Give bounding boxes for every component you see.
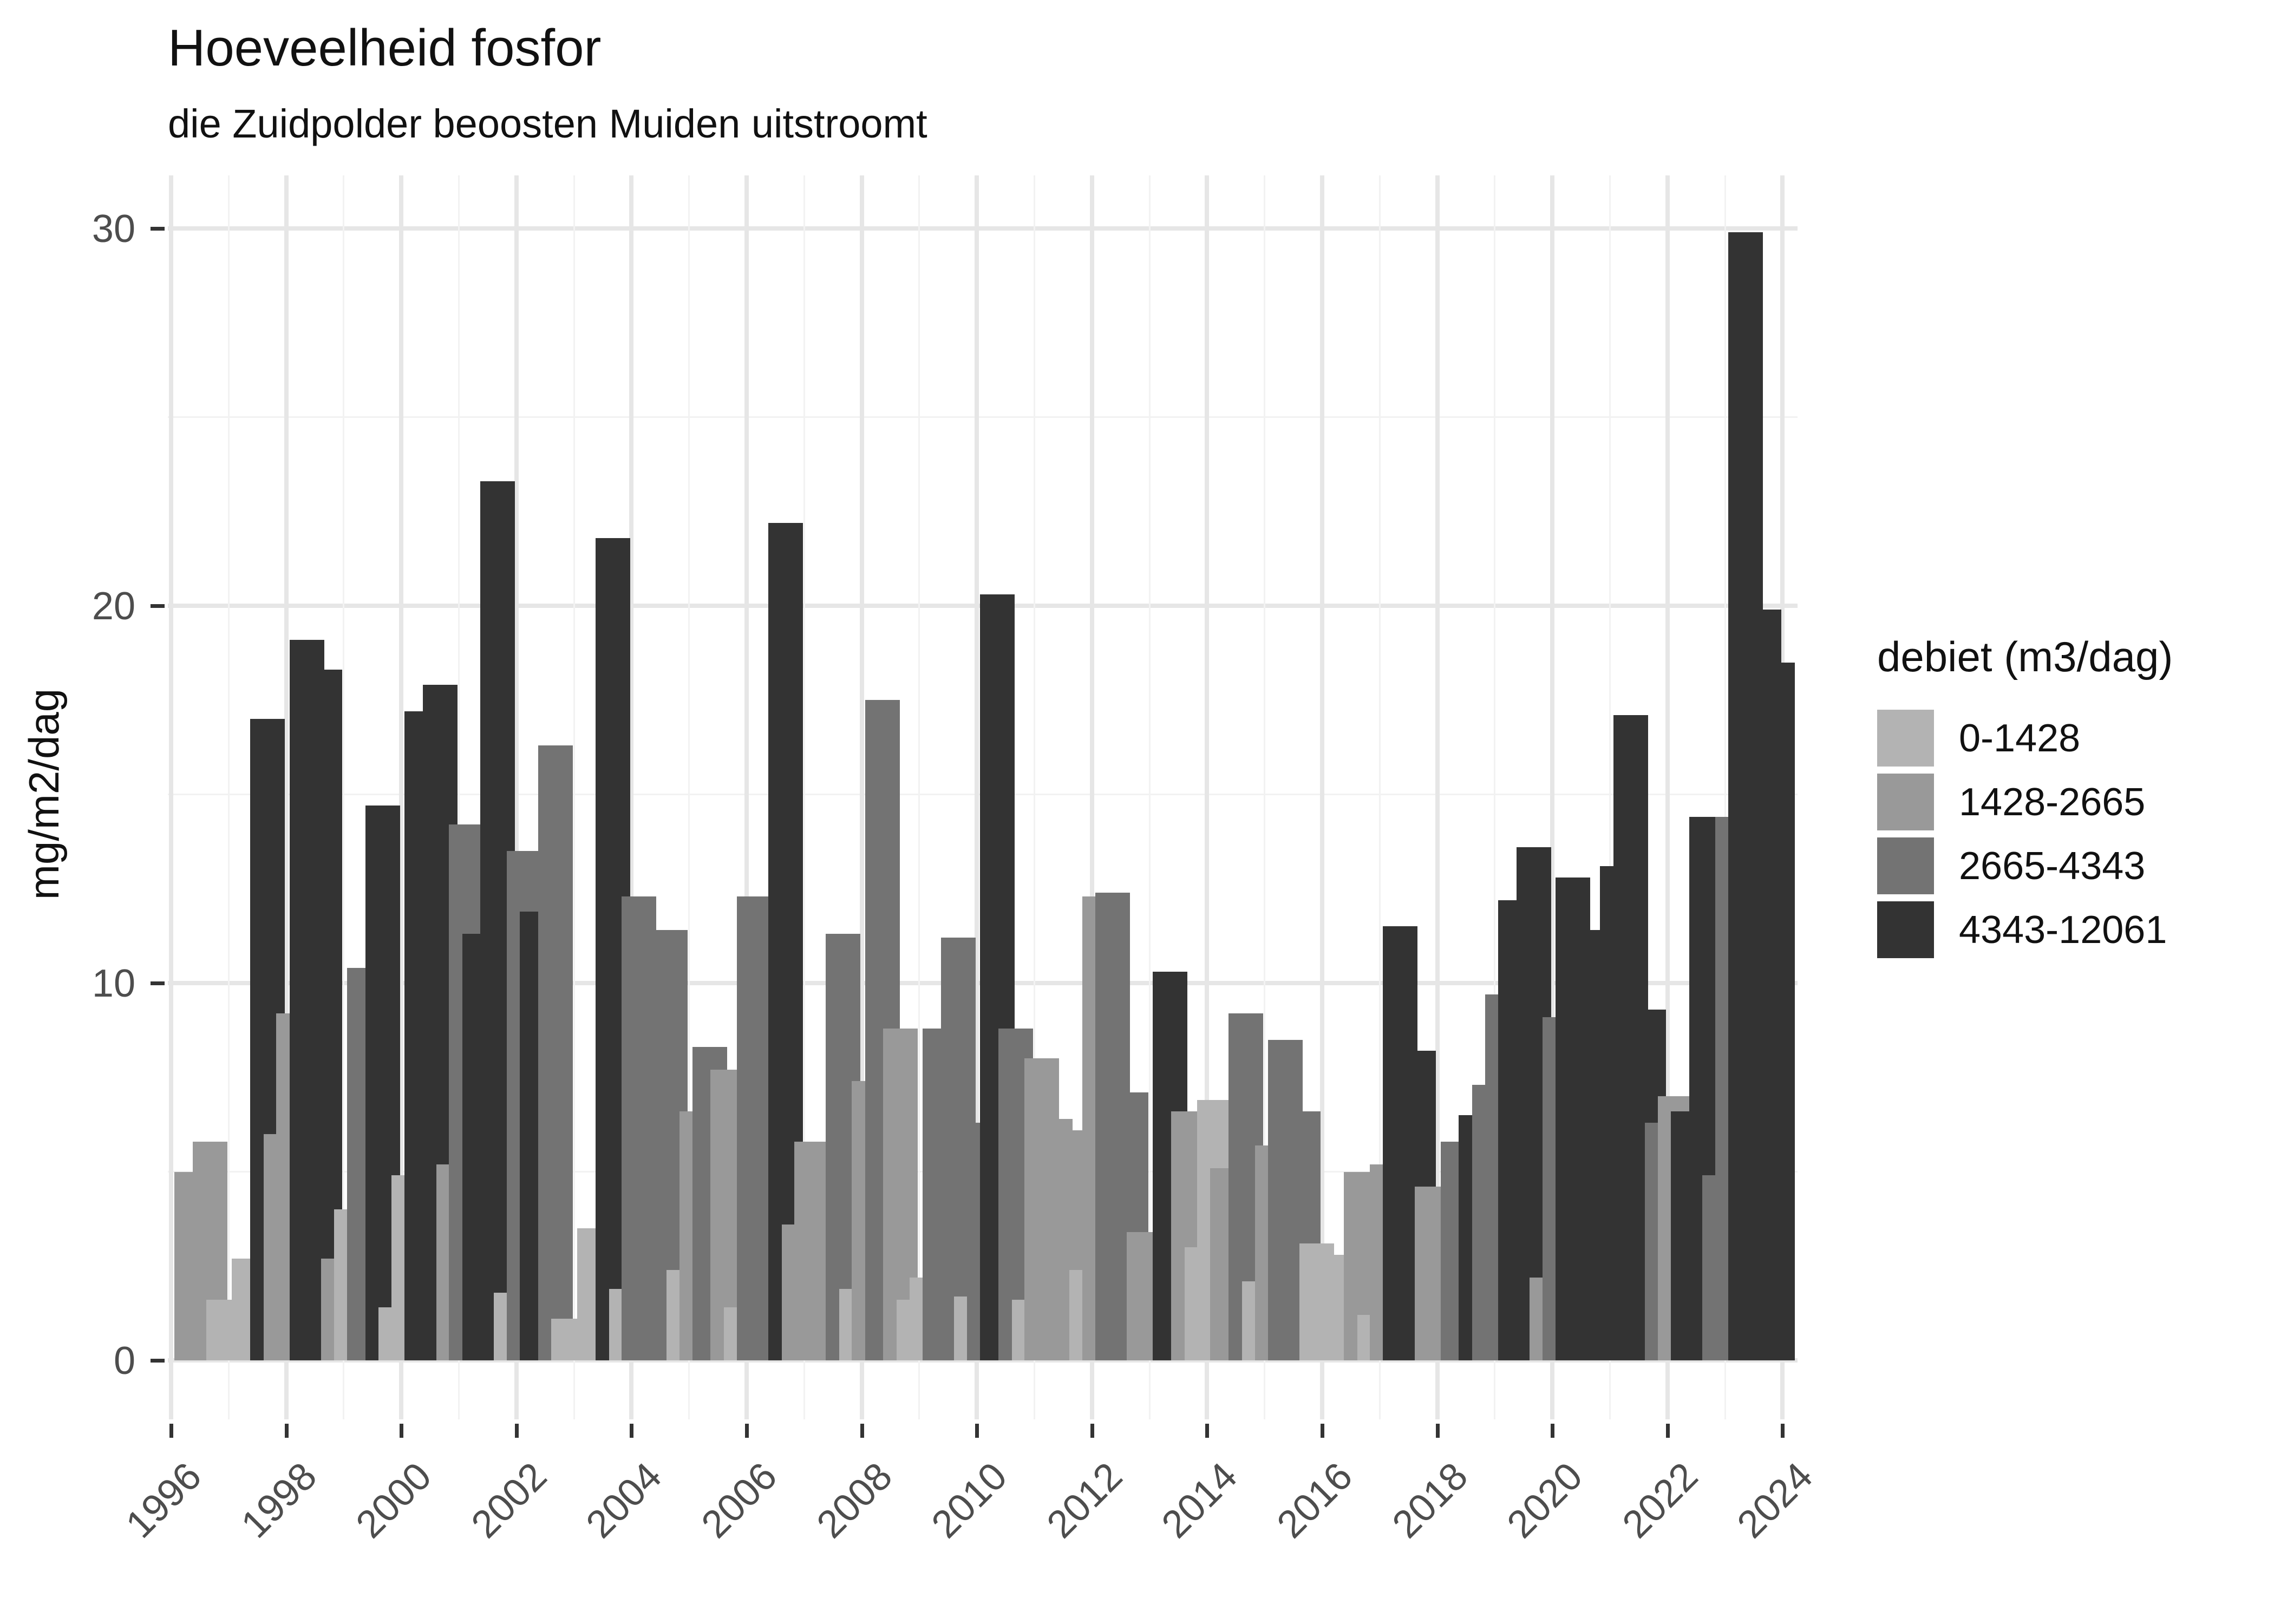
- legend-item: 1428-2665: [1877, 774, 2173, 830]
- legend-item: 2665-4343: [1877, 837, 2173, 894]
- x-minor-gridline: [1378, 175, 1381, 1419]
- x-axis-label: 2006: [693, 1454, 786, 1547]
- x-axis-label: 2024: [1729, 1454, 1821, 1547]
- x-major-gridline: [1320, 175, 1324, 1419]
- legend-title: debiet (m3/dag): [1877, 633, 2173, 680]
- x-major-gridline: [629, 175, 634, 1419]
- x-axis-label: 2020: [1499, 1454, 1591, 1547]
- x-minor-gridline: [1034, 175, 1035, 1419]
- chart-subtitle: die Zuidpolder beoosten Muiden uitstroom…: [168, 101, 927, 146]
- x-minor-gridline: [1609, 175, 1611, 1419]
- x-axis-label: 2012: [1038, 1454, 1131, 1547]
- x-axis-tick: [1435, 1424, 1440, 1438]
- y-axis-label: 20: [92, 585, 135, 628]
- x-axis-tick: [1321, 1424, 1324, 1438]
- x-major-gridline: [1435, 175, 1440, 1419]
- y-axis-label: 0: [113, 1339, 135, 1383]
- x-minor-gridline: [1148, 175, 1151, 1419]
- x-axis-label: 2018: [1384, 1454, 1476, 1547]
- y-axis-tick: [151, 981, 165, 985]
- x-axis-tick: [1090, 1424, 1094, 1438]
- y-axis-label: 10: [92, 962, 135, 1005]
- x-axis-label: 2010: [923, 1454, 1016, 1547]
- x-axis-label: 2008: [808, 1454, 900, 1547]
- x-minor-gridline: [458, 175, 460, 1419]
- bar: [538, 745, 573, 1360]
- x-major-gridline: [744, 175, 749, 1419]
- legend-label: 1428-2665: [1959, 780, 2146, 824]
- y-axis-tick: [151, 1359, 165, 1363]
- y-axis-label: 30: [92, 207, 135, 251]
- y-axis-tick: [151, 604, 165, 608]
- x-axis-label: 2014: [1153, 1454, 1246, 1547]
- legend-swatch: [1877, 901, 1934, 958]
- x-axis-tick: [1781, 1424, 1785, 1438]
- x-major-gridline: [169, 175, 173, 1419]
- x-major-gridline: [399, 175, 404, 1419]
- plot-panel: [168, 175, 1798, 1419]
- x-axis-tick: [745, 1424, 749, 1438]
- x-major-gridline: [859, 175, 864, 1419]
- y-axis-tick: [151, 227, 165, 231]
- x-axis-tick: [860, 1424, 864, 1438]
- x-major-gridline: [514, 175, 519, 1419]
- x-axis-tick: [630, 1424, 634, 1438]
- legend-swatch: [1877, 837, 1934, 894]
- x-major-gridline: [1089, 175, 1094, 1419]
- x-major-gridline: [1205, 175, 1210, 1419]
- x-axis-label: 1996: [117, 1454, 210, 1547]
- x-axis-tick: [400, 1424, 404, 1438]
- x-axis-label: 2016: [1269, 1454, 1361, 1547]
- legend: debiet (m3/dag) 0-1428 1428-2665 2665-4343…: [1877, 632, 2173, 965]
- x-minor-gridline: [688, 175, 690, 1419]
- chart-title: Hoeveelheid fosfor: [168, 19, 602, 77]
- x-major-gridline: [975, 175, 979, 1419]
- legend-swatch: [1877, 710, 1934, 767]
- legend-label: 4343-12061: [1959, 908, 2167, 952]
- x-major-gridline: [1550, 175, 1555, 1419]
- x-axis-tick: [975, 1424, 979, 1438]
- x-axis-tick: [1205, 1424, 1210, 1438]
- bar: [1760, 662, 1795, 1360]
- x-axis-label: 2004: [578, 1454, 670, 1547]
- x-minor-gridline: [803, 175, 805, 1419]
- legend-item: 4343-12061: [1877, 901, 2173, 958]
- x-minor-gridline: [227, 175, 230, 1419]
- legend-label: 2665-4343: [1959, 844, 2146, 888]
- x-axis-tick: [284, 1424, 289, 1438]
- x-axis-label: 2022: [1614, 1454, 1707, 1547]
- x-minor-gridline: [918, 175, 920, 1419]
- x-major-gridline: [284, 175, 289, 1419]
- x-axis-tick: [1551, 1424, 1555, 1438]
- x-axis-tick: [1665, 1424, 1670, 1438]
- y-minor-gridline: [168, 416, 1798, 418]
- x-major-gridline: [1665, 175, 1670, 1419]
- legend-swatch: [1877, 774, 1934, 830]
- x-minor-gridline: [1724, 175, 1726, 1419]
- x-axis-tick: [514, 1424, 519, 1438]
- x-axis-label: 2002: [463, 1454, 556, 1547]
- x-axis-tick: [169, 1424, 173, 1438]
- legend-label: 0-1428: [1959, 716, 2081, 760]
- y-axis-title: mg/m2/dag: [20, 688, 68, 900]
- x-minor-gridline: [573, 175, 575, 1419]
- x-minor-gridline: [343, 175, 345, 1419]
- x-minor-gridline: [1494, 175, 1496, 1419]
- x-axis-label: 1998: [233, 1454, 325, 1547]
- legend-item: 0-1428: [1877, 710, 2173, 767]
- x-minor-gridline: [1264, 175, 1266, 1419]
- x-axis-label: 2000: [348, 1454, 440, 1547]
- y-major-gridline: [168, 226, 1798, 231]
- y-major-gridline: [168, 1358, 1798, 1363]
